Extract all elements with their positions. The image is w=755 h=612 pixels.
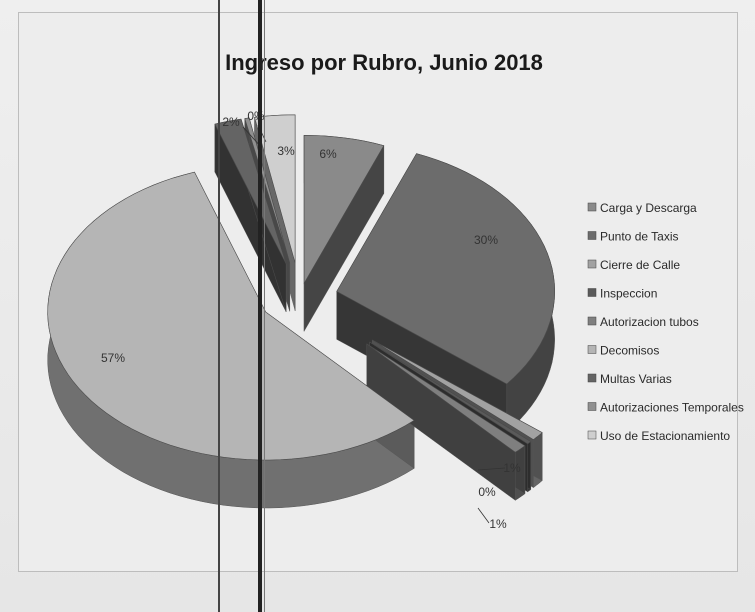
legend-swatch-inspeccion bbox=[587, 288, 597, 297]
pie-slice-multas-varias bbox=[214, 118, 287, 265]
legend-label-autorizacion-tubos: Autorizacion tubos bbox=[600, 315, 699, 329]
pie-slice-inspeccion bbox=[369, 341, 532, 445]
pie-slice-decomisos bbox=[47, 171, 415, 461]
legend-label-inspeccion: Inspeccion bbox=[600, 287, 657, 301]
scan-line-thin bbox=[264, 0, 265, 612]
legend-swatch-autorizaciones-temporales bbox=[587, 402, 597, 411]
data-label-autorizaciones-temporales: 0% bbox=[247, 109, 265, 123]
legend-label-punto-de-taxis: Punto de Taxis bbox=[600, 230, 679, 244]
data-label-decomisos: 57% bbox=[101, 351, 125, 365]
legend-label-cierre-de-calle: Cierre de Calle bbox=[600, 258, 680, 272]
legend: Carga y Descarga Punto de Taxis Cierre de … bbox=[587, 201, 744, 443]
legend-label-uso-de-estacionamiento: Uso de Estacionamiento bbox=[600, 429, 730, 443]
pie-tops bbox=[47, 114, 556, 461]
data-label-cierre-de-calle: 1% bbox=[503, 461, 521, 475]
legend-label-decomisos: Decomisos bbox=[600, 344, 659, 358]
data-label-carga-y-descarga: 6% bbox=[319, 147, 337, 161]
leader-line-autorizacion-tubos bbox=[477, 507, 490, 524]
legend-label-multas-varias: Multas Varias bbox=[600, 372, 672, 386]
leader-line-cierre-de-calle bbox=[477, 467, 506, 471]
legend-label-carga-y-descarga: Carga y Descarga bbox=[600, 201, 697, 215]
pie-slice-autorizacion-tubos bbox=[366, 343, 526, 453]
data-label-autorizacion-tubos: 1% bbox=[489, 517, 507, 531]
legend-swatch-cierre-de-calle bbox=[587, 259, 597, 269]
pie-slice-autorizaciones-temporales bbox=[244, 117, 291, 264]
data-label-punto-de-taxis: 30% bbox=[474, 233, 498, 247]
pie-slice-carga-y-descarga bbox=[303, 134, 385, 285]
pie-slice-punto-de-taxis bbox=[336, 153, 556, 385]
legend-swatch-punto-de-taxis bbox=[587, 231, 597, 240]
chart-title: Ingreso por Rubro, Junio 2018 bbox=[225, 50, 543, 75]
data-label-uso-de-estacionamiento: 3% bbox=[277, 144, 295, 158]
data-label-inspeccion: 0% bbox=[478, 485, 496, 499]
scan-line-thick bbox=[258, 0, 262, 612]
data-label-multas-varias: 2% bbox=[222, 115, 240, 129]
legend-swatch-decomisos bbox=[587, 345, 597, 354]
pie-slice-cierre-de-calle bbox=[372, 339, 543, 440]
legend-swatch-uso-de-estacionamiento bbox=[587, 430, 597, 440]
legend-label-autorizaciones-temporales: Autorizaciones Temporales bbox=[600, 401, 744, 415]
legend-swatch-autorizacion-tubos bbox=[587, 316, 597, 326]
legend-swatch-multas-varias bbox=[587, 373, 597, 383]
legend-swatch-carga-y-descarga bbox=[587, 202, 597, 212]
scan-line-left bbox=[218, 0, 220, 612]
